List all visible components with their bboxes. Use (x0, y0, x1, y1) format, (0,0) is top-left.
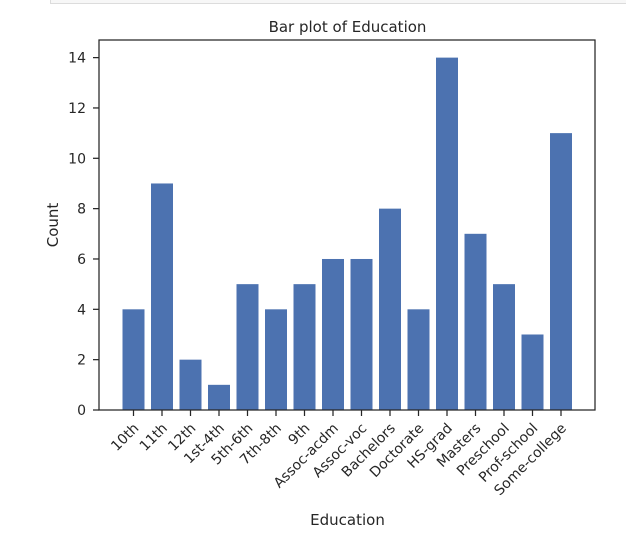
bar-hs-grad (436, 57, 458, 410)
bar-assoc-voc (350, 258, 373, 410)
bar-10th (122, 309, 145, 410)
y-tick-label: 8 (77, 202, 86, 218)
y-tick-label: 14 (68, 51, 86, 67)
y-tick-label: 2 (77, 353, 86, 369)
bar-some-college (550, 133, 572, 410)
y-tick-label: 12 (68, 101, 86, 117)
bar-assoc-acdm (322, 258, 344, 410)
x-tick-label: 10th (108, 421, 142, 455)
x-axis-title: Education (310, 511, 385, 529)
chart-title: Bar plot of Education (269, 18, 427, 36)
bar-11th (151, 183, 173, 410)
bar-7th-8th (265, 309, 287, 410)
plot-area-border (98, 39, 596, 411)
y-axis-title: Count (44, 203, 62, 248)
y-axis: 0 2 4 6 8 10 12 14 (68, 51, 99, 419)
bar-prof-school (521, 334, 544, 410)
bars-group (122, 57, 572, 410)
bar-5th-6th (236, 284, 259, 410)
bar-bachelors (379, 208, 401, 410)
bar-1st-4th (208, 384, 230, 410)
bar-masters (464, 233, 487, 410)
bar-12th (179, 359, 202, 410)
bar-preschool (493, 284, 515, 410)
y-tick-label: 10 (68, 151, 86, 167)
bar-doctorate (407, 309, 430, 410)
y-tick-label: 0 (77, 403, 86, 419)
y-tick-label: 4 (77, 302, 86, 318)
x-tick-label: 11th (137, 421, 171, 455)
bar-9th (293, 284, 316, 410)
top-panel-edge (50, 0, 626, 4)
y-tick-label: 6 (77, 252, 86, 268)
